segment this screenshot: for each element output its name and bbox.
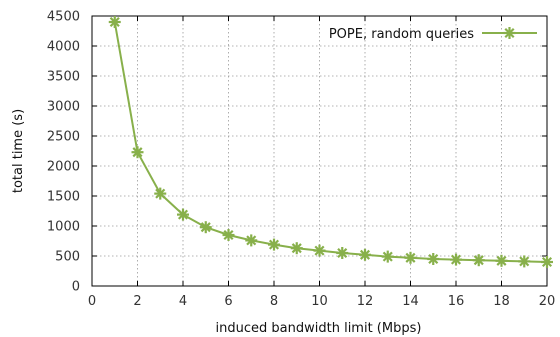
x-tick-label: 0 — [88, 294, 96, 309]
x-tick-label: 2 — [133, 294, 141, 309]
series-line — [113, 21, 548, 263]
data-point-marker — [336, 247, 349, 259]
data-point-marker — [290, 242, 303, 255]
data-point-marker — [199, 221, 212, 234]
data-point-marker — [404, 251, 417, 264]
y-tick-label: 500 — [55, 250, 80, 265]
x-tick-label: 8 — [270, 294, 278, 309]
x-tick-label: 12 — [357, 294, 374, 309]
legend-label: POPE, random queries — [329, 27, 474, 42]
legend-sample — [482, 27, 537, 39]
tick-layer: 0 2 4 6 8 10 12 14 16 18 20 0 500 1000 1500 2000 2500 300… — [47, 10, 555, 310]
legend: POPE, random queries — [329, 27, 537, 42]
data-point-marker — [108, 16, 121, 28]
x-tick-label: 18 — [493, 294, 510, 309]
data-point-marker — [495, 254, 508, 267]
data-point-marker — [359, 248, 371, 261]
plot-frame — [91, 15, 548, 287]
data-point-marker — [541, 256, 553, 268]
y-tick-label: 1000 — [47, 220, 80, 235]
y-axis-label: total time (s) — [11, 109, 26, 193]
data-point-marker — [154, 187, 167, 200]
y-tick-label: 3500 — [47, 70, 80, 85]
data-point-marker — [472, 254, 485, 267]
x-tick-label: 4 — [179, 294, 187, 309]
data-point-marker — [131, 146, 144, 159]
y-tick-label: 4500 — [47, 10, 80, 25]
y-tick-label: 3000 — [47, 100, 80, 115]
data-point-marker — [245, 234, 258, 247]
x-tick-label: 20 — [539, 294, 556, 309]
data-point-marker — [268, 238, 280, 251]
y-tick-label: 4000 — [47, 40, 80, 55]
x-tick-label: 16 — [448, 294, 465, 309]
x-tick-label: 10 — [311, 294, 328, 309]
data-point-marker — [450, 253, 462, 266]
data-point-marker — [222, 229, 235, 241]
series-layer — [108, 16, 553, 268]
data-point-marker — [518, 255, 531, 268]
y-tick-label: 2000 — [47, 160, 80, 175]
data-point-marker — [313, 244, 326, 257]
y-tick-label: 0 — [72, 280, 80, 295]
data-point-marker — [427, 253, 440, 265]
x-tick-label: 6 — [224, 294, 232, 309]
data-point-marker — [177, 208, 189, 221]
legend-marker — [503, 27, 516, 39]
y-tick-label: 2500 — [47, 130, 80, 145]
x-axis-label: induced bandwidth limit (Mbps) — [216, 321, 422, 336]
x-tick-label: 14 — [402, 294, 419, 309]
data-point-marker — [381, 250, 394, 263]
y-tick-label: 1500 — [47, 190, 80, 205]
